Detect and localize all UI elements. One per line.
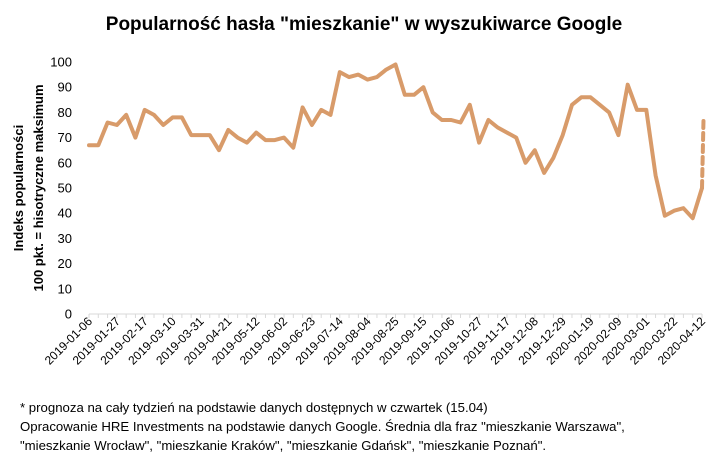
y-tick-label: 70 — [58, 130, 72, 145]
footnote-source: Opracowanie HRE Investments na podstawie… — [20, 419, 625, 434]
y-axis-title-line2: 100 pkt. = hisotryczne maksimum — [31, 84, 46, 291]
line-chart: Indeks popularności 100 pkt. = hisotrycz… — [11, 55, 709, 368]
y-tick-label: 80 — [58, 105, 72, 120]
series-group — [87, 62, 706, 221]
y-tick-label: 90 — [58, 80, 72, 95]
series-line — [87, 62, 704, 221]
y-tick-label: 100 — [50, 55, 72, 70]
x-tick-labels: 2019-01-062019-01-272019-02-172019-03-10… — [42, 314, 709, 368]
chart-title: Popularność hasła "mieszkanie" w wyszuki… — [105, 14, 623, 35]
y-tick-label: 60 — [58, 155, 72, 170]
x-axis — [88, 313, 703, 318]
footnote-forecast: * prognoza na cały tydzień na podstawie … — [20, 400, 488, 415]
y-tick-label: 20 — [58, 256, 72, 271]
forecast-segment — [700, 117, 706, 190]
y-tick-label: 30 — [58, 231, 72, 246]
y-axis-title-line1: Indeks popularności — [11, 125, 26, 251]
y-tick-label: 40 — [58, 206, 72, 221]
footnote-phrases: "mieszkanie Wrocław", "mieszkanie Kraków… — [20, 438, 547, 453]
y-tick-labels: 0 10 20 30 40 50 60 70 80 90 100 — [50, 55, 72, 322]
y-axis-title: Indeks popularności 100 pkt. = hisotrycz… — [11, 84, 46, 291]
y-tick-label: 50 — [58, 181, 72, 196]
y-tick-label: 0 — [65, 307, 72, 322]
footnotes: * prognoza na cały tydzień na podstawie … — [20, 398, 625, 455]
y-tick-label: 10 — [58, 281, 72, 296]
